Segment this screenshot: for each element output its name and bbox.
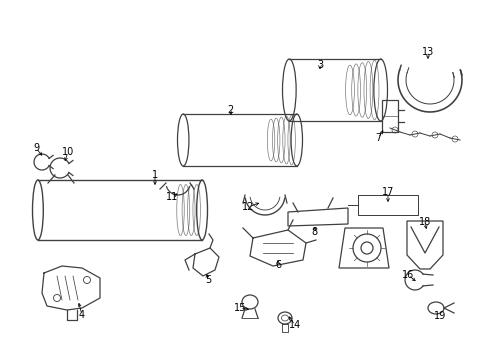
Text: 8: 8 <box>311 227 317 237</box>
Text: 16: 16 <box>402 270 414 280</box>
Text: 17: 17 <box>382 187 394 197</box>
Text: 2: 2 <box>227 105 233 115</box>
Text: 4: 4 <box>79 310 85 320</box>
Text: 12: 12 <box>242 202 254 212</box>
Text: 10: 10 <box>62 147 74 157</box>
Text: 9: 9 <box>33 143 39 153</box>
Text: 15: 15 <box>234 303 246 313</box>
Text: 7: 7 <box>375 133 381 143</box>
Text: 1: 1 <box>152 170 158 180</box>
Text: 6: 6 <box>275 260 281 270</box>
Text: 14: 14 <box>289 320 301 330</box>
Bar <box>382 100 398 132</box>
Text: 5: 5 <box>205 275 211 285</box>
Text: 13: 13 <box>422 47 434 57</box>
Text: 3: 3 <box>317 60 323 70</box>
Text: 11: 11 <box>166 192 178 202</box>
Text: 19: 19 <box>434 311 446 321</box>
Text: 18: 18 <box>419 217 431 227</box>
